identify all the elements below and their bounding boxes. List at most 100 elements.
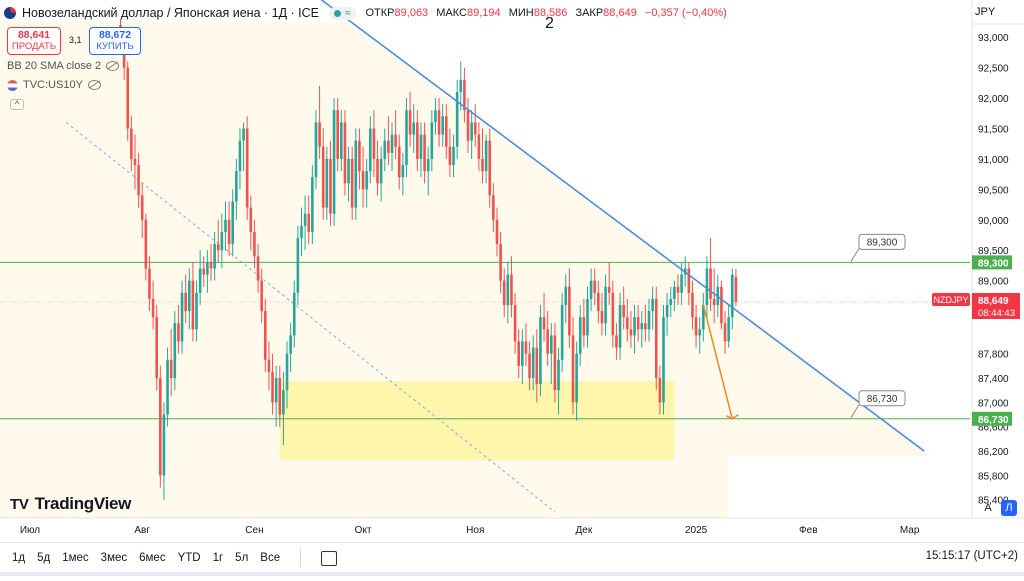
candle-body: [473, 122, 477, 135]
us-flag-icon: [7, 79, 18, 91]
x-tick-label: Дек: [576, 525, 593, 536]
sell-button[interactable]: 88,641 ПРОДАТЬ: [7, 27, 61, 55]
low-label: МИН: [508, 7, 534, 19]
candle-body: [184, 292, 187, 312]
candle-body: [242, 128, 245, 141]
candle-body: [568, 286, 571, 336]
candle-body: [437, 110, 441, 135]
candle-body: [271, 371, 274, 403]
range-1m[interactable]: 1мес: [62, 552, 89, 564]
wave-icon: ≈: [345, 7, 351, 19]
candle-body: [245, 128, 249, 208]
range-6m[interactable]: 6мес: [139, 552, 166, 564]
candle-body: [445, 116, 448, 147]
candle-body: [702, 304, 705, 330]
range-3m[interactable]: 3мес: [100, 552, 128, 564]
range-1d[interactable]: 1д: [12, 552, 26, 564]
callout-label: 89,300: [867, 237, 898, 248]
candle-body: [235, 171, 238, 202]
candle-body: [130, 128, 133, 159]
candle-body: [662, 317, 665, 403]
candle-body: [615, 335, 618, 348]
candle-body: [256, 256, 260, 281]
low-value: 88,586: [533, 7, 568, 19]
currency-selector[interactable]: JPY: [975, 6, 996, 18]
candle-body: [553, 335, 557, 391]
eye-hidden-icon[interactable]: [106, 61, 120, 71]
range-all[interactable]: Все: [260, 552, 281, 564]
bottom-toolbar: 1д 5д 1мес 3мес 6мес YTD 1г 5л Все: [0, 542, 1024, 573]
spread-value: 3,1: [69, 35, 82, 45]
market-open-dot-icon: [334, 9, 341, 17]
price-axis: [972, 0, 1024, 542]
candle-body: [249, 207, 253, 232]
eye-hidden-icon[interactable]: [87, 80, 101, 90]
candle-body: [499, 244, 502, 281]
symbol-header: Новозеландский доллар / Японская иена · …: [4, 4, 732, 22]
candle-body: [368, 128, 372, 172]
candle-body: [564, 286, 568, 305]
sell-price: 88,641: [17, 29, 51, 41]
range-1y[interactable]: 1г: [212, 552, 224, 564]
collapse-legend-icon[interactable]: ^: [10, 99, 24, 110]
y-tick-label: 90,000: [978, 216, 1009, 227]
candle-body: [723, 323, 727, 342]
candle-body: [376, 158, 379, 184]
candle-body: [285, 353, 289, 391]
candle-body: [720, 286, 723, 324]
symbol-tag: [932, 293, 970, 307]
candle-body: [611, 292, 615, 336]
candle-body: [633, 317, 636, 336]
candle-body: [329, 158, 332, 214]
candle-body: [604, 286, 607, 324]
candle-body: [166, 359, 169, 415]
cream-area: [0, 22, 970, 518]
tv-logo-icon: TV: [10, 495, 29, 513]
candle-body: [694, 317, 698, 336]
candle-body: [539, 317, 542, 385]
candle-body: [264, 311, 267, 360]
candle-body: [430, 122, 434, 159]
candle-body: [325, 158, 329, 208]
range-5d[interactable]: 5д: [37, 552, 51, 564]
range-ytd[interactable]: YTD: [177, 552, 201, 564]
indicator-us10y[interactable]: TVC:US10Y: [7, 79, 101, 91]
range-5y[interactable]: 5л: [235, 552, 249, 564]
forecast-arrowhead: [725, 414, 739, 420]
candle-body: [224, 219, 227, 232]
candle-body: [423, 134, 426, 172]
buy-button[interactable]: 88,672 КУПИТЬ: [89, 27, 141, 55]
y-tick-label: 86,200: [978, 447, 1009, 458]
symbol-title[interactable]: Новозеландский доллар / Японская иена · …: [22, 6, 319, 20]
candle-body: [289, 335, 292, 354]
indicator-bb[interactable]: BB 20 SMA close 2: [7, 60, 120, 72]
auto-scale-button[interactable]: A: [984, 502, 992, 514]
candle-body: [358, 140, 361, 172]
ohlc-readout: ОТКР89,063 МАКС89,194 МИН88,586 ЗАКР88,6…: [366, 7, 732, 19]
x-tick-label: Сен: [245, 525, 263, 536]
candle-body: [231, 201, 235, 245]
symbol-tag-label: NZDJPY: [933, 295, 968, 305]
calendar-icon[interactable]: [321, 550, 338, 566]
candle-body: [680, 274, 683, 293]
candle-body: [216, 244, 220, 251]
y-tick-label: 92,500: [978, 64, 1009, 75]
callout-box: [858, 233, 906, 250]
candle-body: [513, 304, 517, 342]
candle-body: [506, 274, 510, 305]
candle-body: [191, 280, 195, 330]
candle-body: [159, 378, 162, 476]
y-tick-label: 92,000: [978, 94, 1009, 105]
clock[interactable]: 15:15:17 (UTC+2): [925, 550, 1018, 562]
candle-body: [586, 298, 589, 336]
candle-body: [162, 414, 166, 476]
candle-body: [144, 219, 148, 269]
candle-body: [622, 304, 625, 318]
candle-body: [220, 231, 224, 251]
candle-body: [267, 359, 271, 372]
market-status-pill[interactable]: ≈: [329, 6, 356, 20]
candle-body: [466, 110, 470, 141]
log-scale-button[interactable]: Л: [1001, 500, 1017, 516]
